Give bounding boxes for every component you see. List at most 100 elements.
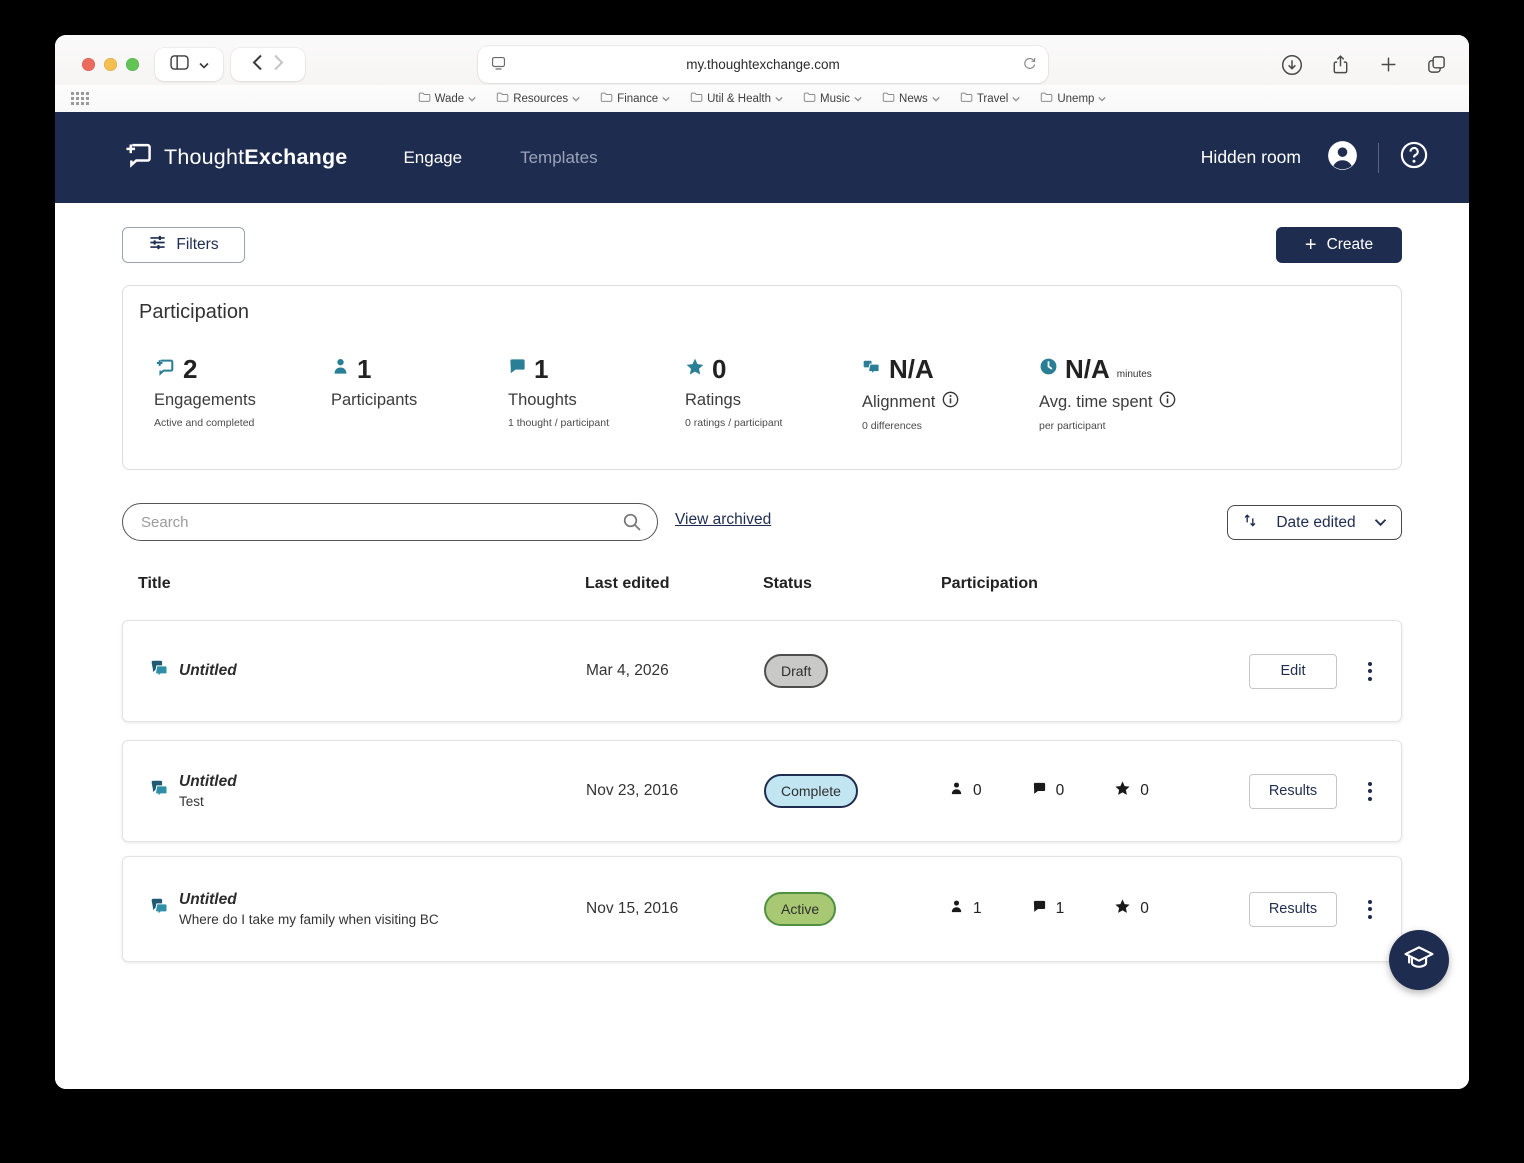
chevron-down-icon xyxy=(932,93,940,105)
thought-icon xyxy=(508,357,527,381)
bookmark-label: Travel xyxy=(976,92,1009,105)
thoughtexchange-logo[interactable]: ThoughtExchange xyxy=(123,139,347,176)
bookmark-folder[interactable]: News xyxy=(882,91,940,106)
folder-icon xyxy=(418,91,431,106)
bookmark-folder[interactable]: Music xyxy=(803,91,862,106)
stat-ratings: 0 Ratings 0 ratings / participant xyxy=(685,354,862,432)
stat-value: 2 xyxy=(183,353,198,384)
create-button[interactable]: + Create xyxy=(1276,227,1402,263)
folder-icon xyxy=(882,91,895,106)
stat-value: N/A xyxy=(1065,353,1110,384)
column-header-participation: Participation xyxy=(941,575,1038,592)
stat-label: Alignment xyxy=(862,392,936,411)
zoom-window-button[interactable] xyxy=(126,57,139,71)
close-window-button[interactable] xyxy=(82,57,95,71)
sort-dropdown[interactable]: Date edited xyxy=(1227,505,1402,540)
bookmark-label: Music xyxy=(820,92,851,105)
downloads-icon[interactable] xyxy=(1279,52,1305,78)
last-edited-date: Nov 15, 2016 xyxy=(586,900,679,917)
row-action-button[interactable]: Results xyxy=(1249,773,1337,809)
table-row[interactable]: Untitled Mar 4, 2026 Draft Edit xyxy=(122,620,1402,722)
row-participation-stats: 0 0 0 xyxy=(942,780,1248,802)
view-archived-link[interactable]: View archived xyxy=(675,511,772,528)
search-input[interactable] xyxy=(122,503,658,541)
bookmark-folder[interactable]: Util & Health xyxy=(690,91,783,106)
kebab-menu-icon[interactable] xyxy=(1362,656,1378,687)
stat-participants: 1 Participants xyxy=(331,354,508,432)
sidebar-toggle-group[interactable] xyxy=(155,48,223,81)
create-label: Create xyxy=(1326,236,1374,253)
stat-subtext: 0 ratings / participant xyxy=(685,417,783,429)
chevron-down-icon xyxy=(572,93,580,105)
stat-label: Avg. time spent xyxy=(1039,392,1153,411)
stat-value: 1 xyxy=(357,353,372,384)
folder-icon xyxy=(960,91,973,106)
minimize-window-button[interactable] xyxy=(104,57,117,71)
participant-icon xyxy=(331,357,350,381)
nav-engage[interactable]: Engage xyxy=(403,147,463,167)
bookmark-folder[interactable]: Unemp xyxy=(1040,91,1107,106)
search-icon xyxy=(622,512,642,537)
last-edited-date: Nov 23, 2016 xyxy=(586,782,679,799)
exchange-bubbles-icon xyxy=(149,658,170,684)
browser-window: my.thoughtexchange.com xyxy=(55,35,1469,1089)
engagement-title[interactable]: Untitled xyxy=(179,662,237,679)
folder-icon xyxy=(600,91,613,106)
graduation-cap-icon xyxy=(1402,941,1436,980)
bookmark-folder[interactable]: Travel xyxy=(960,91,1021,106)
row-participation-stats: 1 1 0 xyxy=(942,898,1248,920)
tab-overview-icon[interactable] xyxy=(1423,52,1449,78)
bookmark-folder[interactable]: Finance xyxy=(600,91,670,106)
forward-button[interactable] xyxy=(273,54,284,76)
stat-subtext: 0 differences xyxy=(862,420,922,432)
kebab-menu-icon[interactable] xyxy=(1362,894,1378,925)
filters-button[interactable]: Filters xyxy=(122,227,245,263)
table-row[interactable]: Untitled Test Nov 23, 2016 Complete 0 0 … xyxy=(122,740,1402,842)
column-header-last-edited: Last edited xyxy=(585,575,670,592)
kebab-menu-icon[interactable] xyxy=(1362,776,1378,807)
academy-fab-button[interactable] xyxy=(1389,930,1449,990)
star-icon xyxy=(1114,780,1131,802)
bookmark-folder[interactable]: Resources xyxy=(496,91,580,106)
bookmark-label: Util & Health xyxy=(707,92,772,105)
sort-arrows-icon xyxy=(1242,512,1258,533)
bookmark-label: News xyxy=(899,92,928,105)
stat-value: 0 xyxy=(712,353,727,384)
new-tab-icon[interactable] xyxy=(1375,52,1401,78)
participants-count: 1 xyxy=(973,900,982,917)
reload-icon[interactable] xyxy=(1022,55,1037,75)
last-edited-date: Mar 4, 2026 xyxy=(586,662,669,679)
app-nav: Engage Templates xyxy=(403,148,597,168)
engagement-title[interactable]: Untitled xyxy=(179,773,237,790)
column-header-status: Status xyxy=(763,575,812,592)
stat-label: Thoughts xyxy=(508,391,577,409)
exchange-bubbles-icon xyxy=(149,896,170,922)
row-action-button[interactable]: Edit xyxy=(1249,653,1337,689)
table-row[interactable]: Untitled Where do I take my family when … xyxy=(122,856,1402,962)
back-button[interactable] xyxy=(252,54,263,76)
column-header-title: Title xyxy=(138,575,171,592)
page-settings-icon[interactable] xyxy=(490,55,507,77)
share-icon[interactable] xyxy=(1327,52,1353,78)
account-avatar[interactable] xyxy=(1327,140,1358,176)
bookmark-folder[interactable]: Wade xyxy=(418,91,477,106)
hidden-room-label: Hidden room xyxy=(1200,147,1301,167)
info-icon[interactable] xyxy=(942,391,959,413)
stat-subtext: per participant xyxy=(1039,420,1106,432)
row-action-button[interactable]: Results xyxy=(1249,891,1337,927)
grid-dots-icon[interactable] xyxy=(71,92,90,106)
nav-templates[interactable]: Templates xyxy=(520,147,598,167)
page-content: Filters + Create Participation 2 xyxy=(55,203,1469,1089)
header-divider xyxy=(1378,142,1379,173)
address-bar[interactable]: my.thoughtexchange.com xyxy=(478,46,1048,83)
stat-subtext: Active and completed xyxy=(154,417,255,429)
clock-icon xyxy=(1039,357,1058,381)
engagement-title[interactable]: Untitled xyxy=(179,891,237,908)
thoughts-count: 1 xyxy=(1055,900,1065,917)
info-icon[interactable] xyxy=(1159,391,1176,413)
folder-icon xyxy=(803,91,816,106)
chevron-down-icon xyxy=(775,93,783,105)
help-icon[interactable] xyxy=(1399,140,1429,175)
search-container xyxy=(122,503,658,541)
